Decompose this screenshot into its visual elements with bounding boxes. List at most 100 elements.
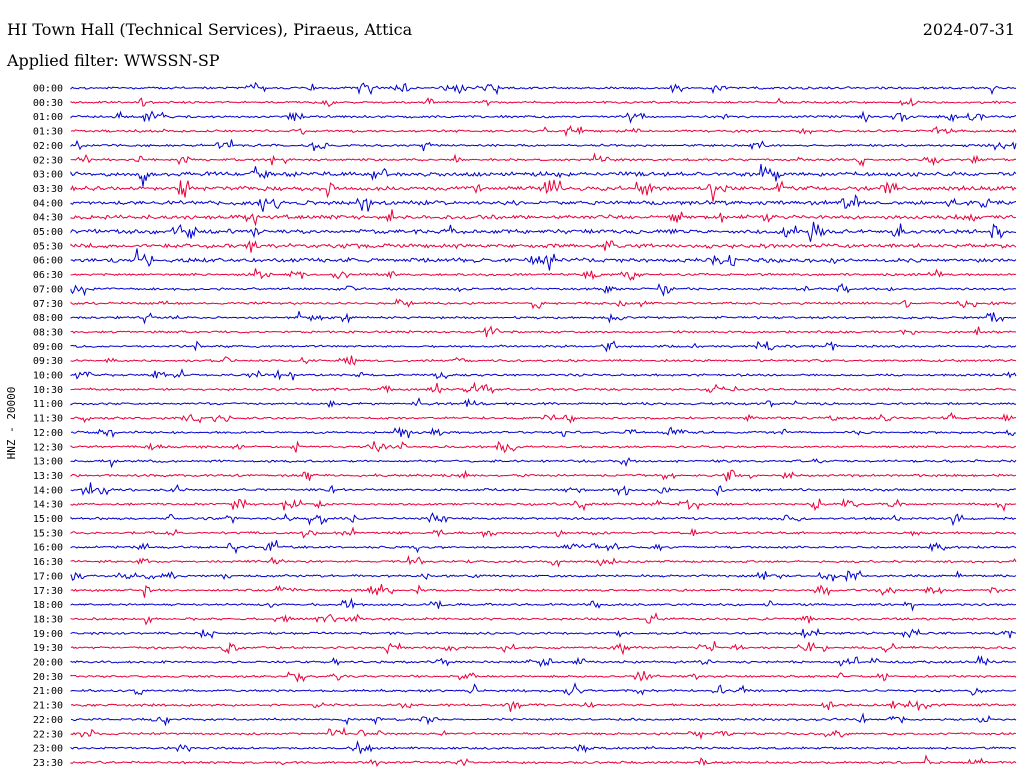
trace-line	[70, 670, 1017, 683]
time-label: 19:00	[33, 629, 63, 640]
time-label: 15:00	[33, 514, 63, 525]
time-label: 13:00	[33, 457, 63, 468]
time-label: 14:30	[33, 500, 63, 511]
time-label: 09:00	[33, 342, 63, 353]
trace-line	[70, 298, 1017, 310]
time-label: 02:00	[33, 141, 63, 152]
trace-line	[70, 311, 1017, 325]
trace-line	[70, 355, 1017, 366]
time-label: 23:00	[33, 744, 63, 755]
time-label: 09:30	[33, 356, 63, 367]
time-label: 23:30	[33, 758, 63, 769]
trace-line	[70, 482, 1017, 497]
time-label: 17:00	[33, 571, 63, 582]
time-label: 16:00	[33, 543, 63, 554]
trace-line	[70, 368, 1017, 381]
trace-line	[70, 163, 1017, 187]
trace-line	[70, 268, 1017, 281]
trace-line	[70, 440, 1017, 454]
trace-group	[70, 81, 1017, 767]
trace-line	[70, 110, 1017, 124]
plot-date: 2024-07-31	[922, 20, 1015, 39]
station-title: HI Town Hall (Technical Services), Pirae…	[7, 20, 413, 39]
trace-line	[70, 240, 1017, 253]
time-label: 11:30	[33, 414, 63, 425]
time-label: 14:00	[33, 485, 63, 496]
trace-line	[70, 81, 1017, 96]
trace-line	[70, 726, 1017, 740]
time-label: 05:00	[33, 227, 63, 238]
trace-line	[70, 540, 1017, 555]
filter-line: Applied filter: WWSSN-SP	[7, 51, 220, 70]
time-label: 08:00	[33, 313, 63, 324]
trace-line	[70, 194, 1017, 212]
trace-line	[70, 682, 1017, 696]
time-label-group: 00:00 00:30 01:00 01:30 02:00 02:30 03:00 03:30…	[33, 84, 63, 769]
time-label: 19:30	[33, 643, 63, 654]
filter-name: WWSSN-SP	[123, 51, 220, 70]
trace-line	[70, 179, 1017, 202]
time-label: 06:00	[33, 256, 63, 267]
trace-line	[70, 325, 1017, 338]
time-label: 00:00	[33, 84, 63, 95]
time-label: 18:30	[33, 614, 63, 625]
trace-line	[70, 139, 1017, 152]
time-label: 07:30	[33, 299, 63, 310]
trace-line	[70, 497, 1017, 513]
time-label: 15:30	[33, 528, 63, 539]
trace-line	[70, 583, 1017, 598]
time-label: 22:00	[33, 715, 63, 726]
trace-line	[70, 340, 1017, 353]
trace-line	[70, 282, 1017, 297]
trace-line	[70, 426, 1017, 439]
time-label: 17:30	[33, 586, 63, 597]
time-label: 20:00	[33, 658, 63, 669]
trace-line	[70, 411, 1017, 424]
time-label: 04:00	[33, 198, 63, 209]
time-label: 12:30	[33, 442, 63, 453]
trace-line	[70, 152, 1017, 168]
time-label: 22:30	[33, 729, 63, 740]
time-label: 21:30	[33, 701, 63, 712]
trace-line	[70, 569, 1017, 583]
time-label: 07:00	[33, 284, 63, 295]
trace-line	[70, 554, 1017, 568]
trace-line	[70, 469, 1017, 482]
trace-line	[70, 627, 1017, 640]
time-label: 00:30	[33, 98, 63, 109]
time-label: 10:30	[33, 385, 63, 396]
time-label: 12:00	[33, 428, 63, 439]
time-label: 05:30	[33, 241, 63, 252]
trace-line	[70, 740, 1017, 754]
time-label: 01:00	[33, 112, 63, 123]
time-label: 11:00	[33, 399, 63, 410]
trace-line	[70, 512, 1017, 527]
time-label: 08:30	[33, 327, 63, 338]
trace-line	[70, 700, 1017, 712]
trace-line	[70, 457, 1017, 469]
time-label: 10:00	[33, 371, 63, 382]
filter-prefix: Applied filter:	[7, 51, 119, 70]
trace-line	[70, 221, 1017, 242]
trace-line	[70, 526, 1017, 539]
trace-line	[70, 655, 1017, 668]
time-label: 06:30	[33, 270, 63, 281]
time-label: 13:30	[33, 471, 63, 482]
trace-line	[70, 754, 1017, 767]
trace-line	[70, 641, 1017, 656]
trace-line	[70, 209, 1017, 227]
trace-line	[70, 124, 1017, 138]
time-label: 02:30	[33, 155, 63, 166]
time-label: 03:30	[33, 184, 63, 195]
time-label: 03:00	[33, 170, 63, 181]
trace-line	[70, 97, 1017, 108]
time-label: 01:30	[33, 127, 63, 138]
time-label: 20:30	[33, 672, 63, 683]
trace-line	[70, 597, 1017, 612]
y-axis-label: HNZ - 20000	[5, 387, 18, 460]
trace-line	[70, 248, 1017, 271]
time-label: 21:00	[33, 686, 63, 697]
time-label: 16:30	[33, 557, 63, 568]
time-label: 04:30	[33, 213, 63, 224]
trace-line	[70, 712, 1017, 727]
